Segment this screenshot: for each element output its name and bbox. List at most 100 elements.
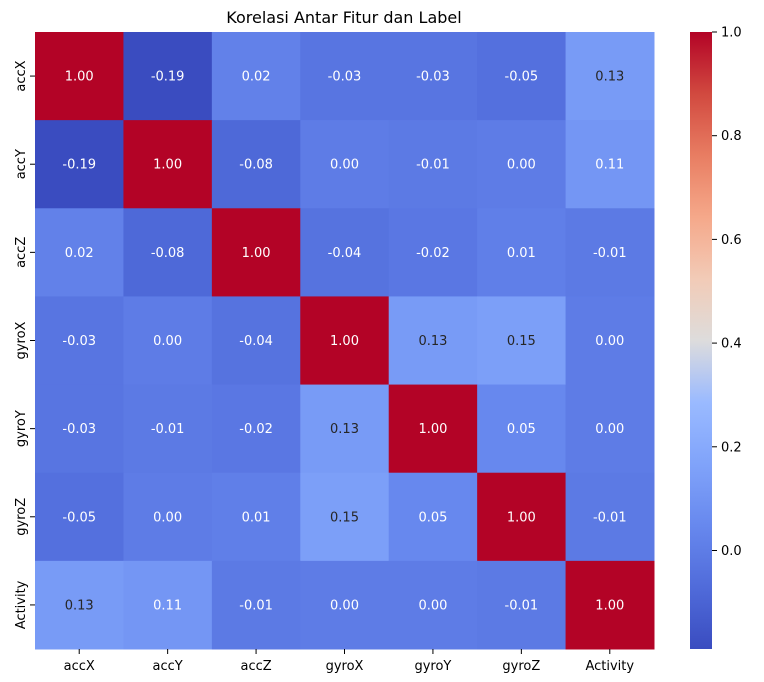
cell-label-gyroY-gyroY: 1.00	[418, 422, 447, 437]
cell-gyroX-accY	[123, 296, 213, 386]
cell-accX-gyroX	[300, 32, 390, 121]
cell-label-accZ-accY: -0.08	[151, 246, 185, 261]
cell-label-gyroY-accZ: -0.02	[239, 422, 273, 437]
cell-label-gyroX-accY: 0.00	[153, 334, 182, 349]
cell-label-gyroY-Activity: 0.00	[595, 422, 624, 437]
cell-label-gyroY-gyroX: 0.13	[330, 422, 359, 437]
cell-accY-accZ	[211, 120, 301, 209]
cell-label-accX-accX: 1.00	[65, 70, 94, 85]
cell-gyroX-gyroY	[388, 296, 478, 386]
cell-gyroY-gyroY	[388, 384, 478, 474]
colorbar-tick-label: 0.4	[721, 337, 742, 352]
x-axis: accX accY accZ gyroX gyroY gyroZ Activity	[64, 649, 634, 674]
cell-accZ-accX	[35, 208, 124, 297]
cell-accZ-Activity	[565, 208, 655, 297]
x-tick-label: gyroX	[326, 659, 364, 674]
cell-label-accZ-accX: 0.02	[65, 246, 94, 261]
y-tick-label: gyroY	[14, 410, 29, 447]
cell-label-Activity-gyroX: 0.00	[330, 598, 359, 613]
cell-label-Activity-accY: 0.11	[153, 598, 182, 613]
cell-accY-gyroY	[388, 120, 478, 209]
cell-accX-gyroZ	[477, 32, 567, 121]
cell-label-accZ-gyroX: -0.04	[328, 246, 362, 261]
x-tick-label: accY	[153, 659, 183, 674]
cell-label-accY-gyroY: -0.01	[416, 158, 450, 173]
cell-label-accY-gyroZ: 0.00	[507, 158, 536, 173]
cell-gyroZ-Activity	[565, 472, 655, 562]
cell-accY-accX	[35, 120, 124, 209]
cell-gyroX-accX	[35, 296, 124, 386]
cell-label-accY-accX: -0.19	[62, 158, 96, 173]
colorbar: 0.0 0.2 0.4 0.6 0.8 1.0	[690, 26, 742, 649]
cell-label-accX-accY: -0.19	[151, 70, 185, 85]
chart-title: Korelasi Antar Fitur dan Label	[226, 8, 461, 27]
cell-label-gyroX-accX: -0.03	[62, 334, 96, 349]
cell-label-accX-gyroX: -0.03	[328, 70, 362, 85]
cell-label-accZ-Activity: -0.01	[593, 246, 627, 261]
cell-gyroZ-gyroZ	[477, 472, 567, 562]
cell-label-gyroZ-gyroX: 0.15	[330, 510, 359, 525]
cell-label-accY-Activity: 0.11	[595, 158, 624, 173]
cell-Activity-Activity	[565, 560, 655, 650]
cell-label-accZ-gyroY: -0.02	[416, 246, 450, 261]
cell-gyroY-gyroZ	[477, 384, 567, 474]
cell-gyroX-accZ	[211, 296, 301, 386]
cell-accX-accZ	[211, 32, 301, 121]
y-axis: accX accY accZ gyroX gyroY gyroZ Activity	[14, 60, 35, 629]
cell-label-accY-accZ: -0.08	[239, 158, 273, 173]
cell-gyroX-gyroX	[300, 296, 390, 386]
x-tick-label: accZ	[240, 659, 271, 674]
x-tick-label: gyroZ	[502, 659, 540, 674]
cell-label-gyroX-gyroZ: 0.15	[507, 334, 536, 349]
cell-gyroY-accY	[123, 384, 213, 474]
cell-label-gyroY-gyroZ: 0.05	[507, 422, 536, 437]
cell-accX-accY	[123, 32, 213, 121]
x-tick-label: gyroY	[414, 659, 451, 674]
cell-label-accZ-accZ: 1.00	[242, 246, 271, 261]
y-tick-label: gyroX	[14, 321, 29, 359]
cell-label-gyroY-accY: -0.01	[151, 422, 185, 437]
y-tick-label: accX	[14, 60, 29, 91]
cell-label-gyroZ-accZ: 0.01	[242, 510, 271, 525]
colorbar-tick-label: 0.0	[721, 544, 742, 559]
colorbar-tick-label: 0.2	[721, 440, 742, 455]
cell-Activity-gyroZ	[477, 560, 567, 650]
colorbar-tick-label: 0.8	[721, 129, 742, 144]
cell-label-accY-gyroX: 0.00	[330, 158, 359, 173]
cell-label-gyroX-accZ: -0.04	[239, 334, 273, 349]
cell-gyroY-gyroX	[300, 384, 390, 474]
cell-accZ-gyroZ	[477, 208, 567, 297]
x-tick-label: Activity	[585, 659, 634, 674]
cell-label-accX-gyroZ: -0.05	[505, 70, 539, 85]
cell-label-Activity-Activity: 1.00	[595, 598, 624, 613]
cell-gyroY-accZ	[211, 384, 301, 474]
cell-label-accX-Activity: 0.13	[595, 70, 624, 85]
cell-gyroZ-accY	[123, 472, 213, 562]
x-tick-label: accX	[64, 659, 95, 674]
cell-accY-accY	[123, 120, 213, 209]
cell-accZ-accZ	[211, 208, 301, 297]
cell-label-accZ-gyroZ: 0.01	[507, 246, 536, 261]
cell-label-gyroX-gyroX: 1.00	[330, 334, 359, 349]
cell-label-gyroX-gyroY: 0.13	[418, 334, 447, 349]
cell-Activity-gyroY	[388, 560, 478, 650]
cell-gyroX-gyroZ	[477, 296, 567, 386]
cell-accZ-accY	[123, 208, 213, 297]
cell-gyroZ-accZ	[211, 472, 301, 562]
cell-gyroZ-gyroX	[300, 472, 390, 562]
colorbar-tick-label: 1.0	[721, 26, 742, 41]
cell-gyroX-Activity	[565, 296, 655, 386]
cell-gyroZ-gyroY	[388, 472, 478, 562]
heatmap-cells: 1.00 -0.19 0.02 -0.03 -0.03 -0.05 0.13 -0.19 1.0…	[35, 32, 655, 650]
cell-label-accX-gyroY: -0.03	[416, 70, 450, 85]
y-tick-label: accZ	[14, 237, 29, 268]
cell-label-Activity-gyroY: 0.00	[418, 598, 447, 613]
cell-label-accX-accZ: 0.02	[242, 70, 271, 85]
cell-Activity-accY	[123, 560, 213, 650]
cell-Activity-accZ	[211, 560, 301, 650]
cell-label-Activity-gyroZ: -0.01	[505, 598, 539, 613]
colorbar-gradient	[690, 32, 712, 649]
cell-accX-accX	[35, 32, 124, 121]
cell-label-Activity-accX: 0.13	[65, 598, 94, 613]
